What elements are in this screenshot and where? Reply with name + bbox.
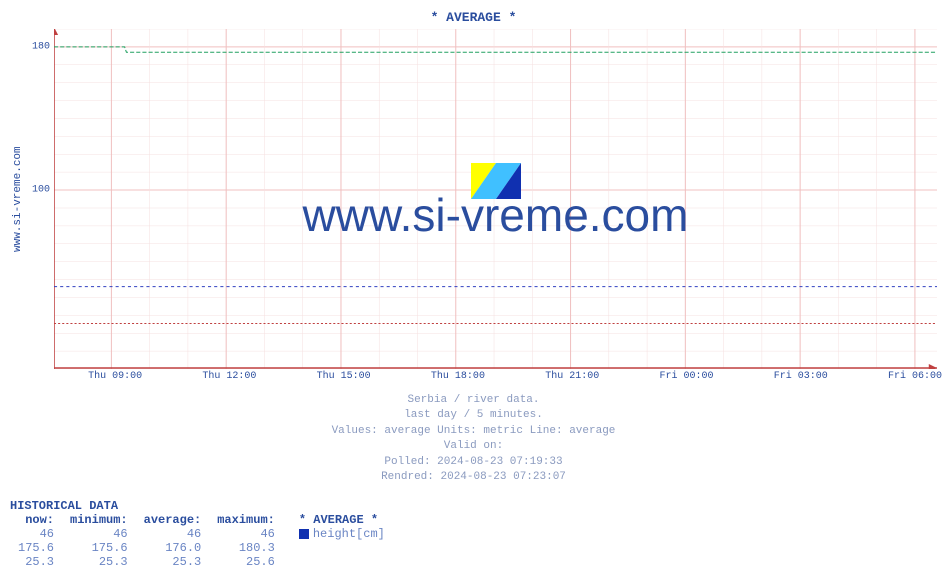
x-tick-label: Fri 06:00 (888, 371, 942, 382)
historical-data: HISTORICAL DATA now: minimum: average: m… (10, 499, 937, 569)
y-axis-label: www.si-vreme.com (10, 29, 26, 369)
x-tick-label: Fri 00:00 (659, 371, 713, 382)
caption-line: Serbia / river data. (10, 393, 937, 408)
col-avg: average: (136, 513, 210, 527)
cell: 25.3 (136, 555, 210, 569)
table-row: 25.3 25.3 25.3 25.6 (10, 555, 393, 569)
caption-line: last day / 5 minutes. (10, 408, 937, 423)
cell: 176.0 (136, 541, 210, 555)
col-now: now: (10, 513, 62, 527)
cell: 175.6 (62, 541, 136, 555)
x-ticks: Thu 09:00 Thu 12:00 Thu 15:00 Thu 18:00 Thu … (58, 369, 937, 387)
chart-title: * AVERAGE * (10, 10, 937, 25)
cell: 25.6 (209, 555, 283, 569)
watermark-logo (471, 163, 521, 203)
cell: 46 (209, 527, 283, 541)
x-tick-label: Thu 09:00 (88, 371, 142, 382)
y-tick-label: 100 (32, 185, 50, 196)
table-row: 46 46 46 46 height[cm] (10, 527, 393, 541)
y-tick-label: 180 (32, 41, 50, 52)
y-ticks: 180 100 (26, 29, 54, 369)
caption-line: Polled: 2024-08-23 07:19:33 (10, 455, 937, 470)
col-min: minimum: (62, 513, 136, 527)
cell: 46 (136, 527, 210, 541)
legend-swatch (299, 529, 309, 539)
chart-caption: Serbia / river data. last day / 5 minute… (10, 393, 937, 485)
cell: 175.6 (10, 541, 62, 555)
cell: 46 (10, 527, 62, 541)
table-header-row: now: minimum: average: maximum: * AVERAG… (10, 513, 393, 527)
x-tick-label: Thu 18:00 (431, 371, 485, 382)
caption-line: Rendred: 2024-08-23 07:23:07 (10, 470, 937, 485)
historical-title: HISTORICAL DATA (10, 499, 937, 513)
x-tick-label: Thu 12:00 (202, 371, 256, 382)
legend-label: height[cm] (313, 527, 385, 541)
cell: 25.3 (10, 555, 62, 569)
x-tick-label: Thu 21:00 (545, 371, 599, 382)
col-max: maximum: (209, 513, 283, 527)
x-tick-label: Thu 15:00 (317, 371, 371, 382)
col-legend: * AVERAGE * (283, 513, 393, 527)
chart-area: www.si-vreme.com 180 100 www.si-vreme.com (10, 29, 937, 369)
table-row: 175.6 175.6 176.0 180.3 (10, 541, 393, 555)
caption-line: Valid on: (10, 439, 937, 454)
caption-line: Values: average Units: metric Line: aver… (10, 424, 937, 439)
legend-cell: height[cm] (283, 527, 393, 541)
x-tick-label: Fri 03:00 (774, 371, 828, 382)
cell: 25.3 (62, 555, 136, 569)
cell: 180.3 (209, 541, 283, 555)
plot-wrap: www.si-vreme.com (54, 29, 937, 369)
cell: 46 (62, 527, 136, 541)
